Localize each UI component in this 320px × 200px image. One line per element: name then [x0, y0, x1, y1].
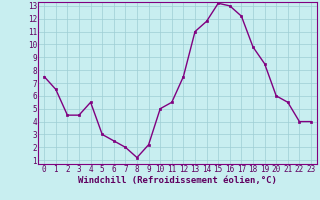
X-axis label: Windchill (Refroidissement éolien,°C): Windchill (Refroidissement éolien,°C): [78, 176, 277, 185]
